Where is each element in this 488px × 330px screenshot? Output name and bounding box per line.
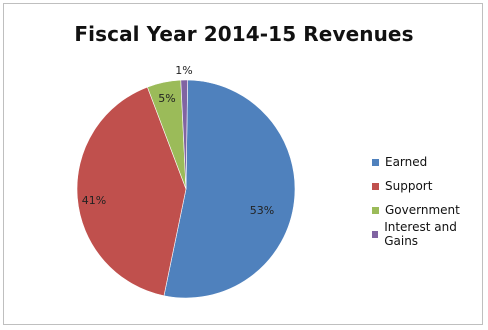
chart-frame: Fiscal Year 2014-15 Revenues 53% 41% 5% 1% … (3, 3, 483, 325)
slice-label-earned: 53% (250, 204, 274, 217)
legend-swatch-government (372, 206, 379, 214)
legend-item-support: Support (372, 174, 482, 198)
legend-item-interest: Interest and Gains (372, 220, 482, 248)
chart-title: Fiscal Year 2014-15 Revenues (74, 22, 414, 46)
legend: Earned Support Government Interest and G… (372, 150, 482, 248)
slice-label-interest: 1% (175, 64, 192, 77)
slice-label-government: 5% (158, 92, 175, 105)
pie-slice-interest (180, 79, 188, 190)
pie-chart: 53% 41% 5% 1% (76, 64, 296, 299)
legend-swatch-earned (372, 158, 379, 166)
legend-item-government: Government (372, 198, 482, 222)
legend-label-government: Government (385, 203, 460, 217)
legend-item-earned: Earned (372, 150, 482, 174)
legend-label-earned: Earned (385, 155, 428, 169)
pie-slice-earned (163, 79, 296, 299)
legend-label-interest: Interest and Gains (384, 220, 457, 248)
legend-label-support: Support (385, 179, 433, 193)
pie-slice-support (76, 86, 187, 297)
legend-swatch-support (372, 182, 379, 190)
slice-label-support: 41% (82, 194, 106, 207)
legend-swatch-interest (372, 230, 379, 238)
